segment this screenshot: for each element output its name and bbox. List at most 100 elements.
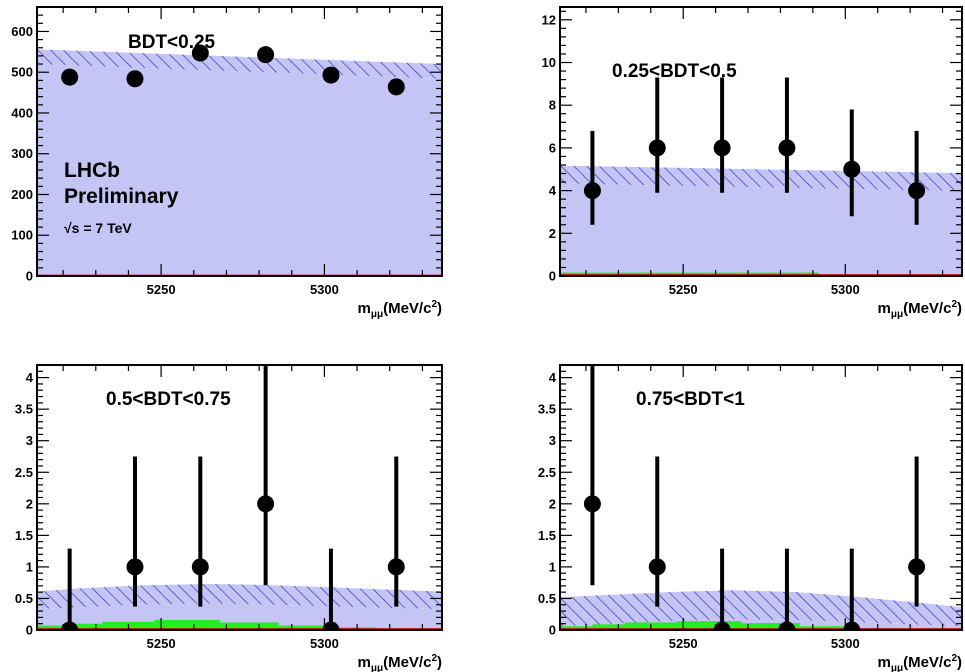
data-point [257,495,275,513]
y-tick-label: 12 [542,12,556,27]
y-tick-label: 0 [549,623,556,638]
data-point [843,160,861,178]
plot-frame [559,6,963,277]
data-point [843,621,861,630]
x-axis-label-unit: (MeV/c [903,300,951,317]
x-axis-label-superscript: 2 [431,299,437,310]
data-point [387,558,405,576]
panel-title: BDT<0.25 [128,32,216,53]
data-point [908,182,926,200]
x-axis-label-close: ) [437,300,442,317]
y-tick-label: 0.5 [15,591,33,606]
data-point [648,139,666,157]
x-axis-label-main: m [877,654,890,671]
panel-title: 0.5<BDT<0.75 [106,389,231,410]
background-uncertainty-band [560,590,962,627]
y-tick-label: 0 [26,269,33,284]
x-tick-label: 5250 [147,636,176,651]
data-point [713,139,731,157]
y-tick-label: 100 [11,228,33,243]
plot-area [37,365,442,630]
y-tick-label: 3.5 [15,402,33,417]
y-tick-label: 1 [549,559,556,574]
x-axis-label-close: ) [957,300,962,317]
x-tick-label: 5300 [310,636,339,651]
y-tick-label: 0 [549,269,556,284]
x-axis-label-main: m [357,300,370,317]
plot-frame [36,6,443,277]
y-tick-label: 10 [542,55,556,70]
data-point [191,44,209,62]
y-tick-label: 0 [26,623,33,638]
data-point [387,78,405,96]
y-tick-label: 1.5 [15,528,33,543]
y-tick-label: 200 [11,187,33,202]
experiment-status: Preliminary [64,185,179,208]
x-axis-label-subscript: μμ [371,663,383,672]
panel-title: 0.75<BDT<1 [636,389,745,410]
y-tick-label: 1.5 [538,528,556,543]
data-point [126,70,144,88]
y-tick-label: 2.5 [538,465,556,480]
collision-energy: √s = 7 TeV [64,220,132,236]
y-tick-label: 1 [26,559,33,574]
y-tick-label: 3.5 [538,402,556,417]
signal-green-bar [592,624,625,630]
x-tick-label: 5250 [669,282,698,297]
x-axis-label: mμμ(MeV/c2) [877,299,962,320]
plot-area [37,44,442,276]
x-tick-label: 5250 [147,282,176,297]
x-axis-label: mμμ(MeV/c2) [357,653,442,672]
data-point [257,46,275,64]
x-axis-label-unit: (MeV/c [383,300,431,317]
data-point [322,621,340,630]
x-axis-label: mμμ(MeV/c2) [357,299,442,320]
data-point [778,621,796,630]
y-tick-label: 500 [11,65,33,80]
x-axis-label-subscript: μμ [371,309,383,320]
y-tick-label: 2 [549,226,556,241]
data-point [713,621,731,630]
x-axis-label-superscript: 2 [431,653,437,664]
x-axis-label-unit: (MeV/c [903,654,951,671]
data-point [61,621,79,630]
data-point [61,68,79,86]
y-tick-label: 3 [549,433,556,448]
y-tick-label: 300 [11,146,33,161]
y-tick-label: 4 [549,370,557,385]
y-tick-label: 4 [26,370,34,385]
background-uncertainty-band [560,165,962,192]
data-point [583,495,601,513]
panel-title: 0.25<BDT<0.5 [612,61,737,82]
y-tick-label: 4 [549,183,557,198]
x-tick-label: 5300 [831,282,860,297]
signal-green-bar [560,626,593,630]
data-point [126,558,144,576]
x-axis-label-superscript: 2 [951,299,957,310]
y-tick-label: 6 [549,140,556,155]
signal-green-bar [219,622,279,630]
x-axis-label-close: ) [437,654,442,671]
data-point [778,139,796,157]
background-uncertainty-band [37,49,442,79]
y-tick-label: 2 [26,496,33,511]
background-fit-fill [560,183,962,276]
x-tick-label: 5300 [310,282,339,297]
signal-green-bar [37,625,70,630]
data-point [191,558,209,576]
signal-green-bar [154,619,220,630]
y-tick-label: 3 [26,433,33,448]
panel-bdt-0-0.25: 0 100 200 300 400 500 600 5250 5300 mμμ(MeV/c2) BD… [11,6,443,320]
data-point [908,558,926,576]
plot-area [560,365,962,630]
y-tick-label: 2.5 [15,465,33,480]
plot-frame [559,364,963,631]
y-tick-label: 0.5 [538,591,556,606]
y-tick-label: 2 [549,496,556,511]
x-tick-label: 5300 [831,636,860,651]
x-axis-label-main: m [357,654,370,671]
experiment-name: LHCb [64,159,120,182]
